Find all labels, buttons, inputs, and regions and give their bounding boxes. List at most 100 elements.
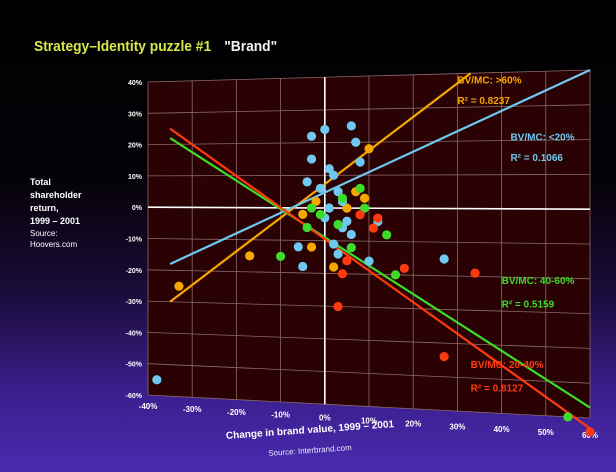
data-point bbox=[390, 270, 401, 280]
grid-line-horizontal bbox=[147, 269, 591, 280]
data-point bbox=[315, 209, 325, 220]
data-point bbox=[399, 263, 409, 273]
data-point bbox=[342, 256, 352, 266]
grid-line-horizontal bbox=[147, 139, 591, 145]
y-tick-label: 30% bbox=[128, 111, 143, 118]
series-r2-label: R² = 0.8237 bbox=[457, 96, 510, 107]
y-tick-label: -20% bbox=[126, 268, 143, 275]
y-tick-label: 0% bbox=[132, 205, 143, 212]
trend-line bbox=[169, 127, 591, 430]
data-point bbox=[333, 301, 343, 312]
grid-line-horizontal bbox=[147, 173, 591, 177]
y-axis-label-line: return, bbox=[30, 203, 59, 213]
data-point bbox=[306, 242, 317, 252]
series-name-label: BV/MC: 20-40% bbox=[471, 360, 544, 371]
data-point bbox=[439, 351, 449, 362]
grid-line-horizontal bbox=[147, 104, 591, 114]
data-point bbox=[293, 242, 303, 252]
data-point bbox=[329, 262, 339, 272]
grid-line-horizontal bbox=[147, 69, 591, 83]
data-point bbox=[333, 249, 343, 259]
data-point bbox=[306, 203, 317, 213]
data-point bbox=[174, 281, 184, 291]
data-point bbox=[333, 187, 343, 197]
data-point bbox=[298, 209, 308, 220]
grid-line-horizontal bbox=[147, 332, 591, 349]
trend-line bbox=[169, 69, 591, 265]
data-point bbox=[298, 261, 308, 272]
series-r2-label: R² = 0.5159 bbox=[502, 300, 555, 311]
grid-line-horizontal bbox=[147, 394, 591, 419]
x-tick-label: 50% bbox=[538, 428, 554, 437]
y-axis-label: Total shareholder return, 1999 – 2001 So… bbox=[30, 176, 106, 250]
y-tick-label: 10% bbox=[128, 174, 143, 181]
data-point bbox=[315, 183, 325, 193]
data-point bbox=[355, 157, 365, 167]
data-point bbox=[470, 268, 480, 278]
data-point bbox=[585, 427, 595, 437]
data-point bbox=[302, 222, 312, 233]
series-name-label: BV/MC: 40-60% bbox=[502, 276, 575, 287]
data-point bbox=[337, 193, 348, 203]
data-point bbox=[329, 170, 339, 180]
x-tick-label: 0% bbox=[319, 414, 331, 423]
y-tick-label: -60% bbox=[126, 393, 143, 400]
data-point bbox=[373, 213, 383, 223]
y-tick-label: -30% bbox=[126, 299, 143, 306]
x-tick-label: -20% bbox=[227, 408, 246, 417]
data-point bbox=[324, 203, 334, 213]
grid-line-horizontal bbox=[147, 300, 591, 314]
y-axis-label-line: Total bbox=[30, 177, 51, 187]
slide-title-quote: "Brand" bbox=[224, 38, 278, 55]
trend-line bbox=[169, 137, 591, 409]
slide-title: Strategy–Identity puzzle #1 "Brand" bbox=[34, 38, 277, 55]
data-point bbox=[311, 196, 321, 207]
y-axis-source-line: Source: bbox=[30, 229, 58, 238]
data-point bbox=[364, 256, 374, 266]
data-point bbox=[342, 216, 352, 226]
data-point bbox=[355, 210, 365, 220]
series-r2-label: R² = 0.8127 bbox=[471, 383, 524, 394]
data-point bbox=[337, 269, 348, 279]
data-point bbox=[359, 203, 370, 213]
data-point bbox=[306, 131, 317, 141]
data-point bbox=[368, 223, 379, 233]
data-point bbox=[351, 137, 361, 147]
y-tick-label: -40% bbox=[126, 330, 143, 337]
x-tick-label: 40% bbox=[494, 425, 510, 434]
x-tick-label: 30% bbox=[449, 422, 465, 431]
data-point bbox=[276, 251, 286, 261]
x-tick-label: -30% bbox=[183, 405, 202, 414]
y-tick-label: -50% bbox=[126, 362, 143, 369]
y-tick-label: 40% bbox=[128, 80, 143, 87]
data-point bbox=[346, 243, 356, 253]
data-point bbox=[359, 193, 370, 203]
data-point bbox=[346, 121, 356, 131]
y-tick-label: -10% bbox=[126, 237, 143, 244]
data-point bbox=[306, 154, 317, 164]
x-tick-label: -40% bbox=[139, 402, 158, 411]
data-point bbox=[152, 375, 162, 385]
data-point bbox=[324, 164, 334, 174]
x-tick-label: -10% bbox=[271, 411, 290, 420]
series-name-label: BV/MC: <20% bbox=[510, 133, 574, 144]
y-tick-label: 20% bbox=[128, 143, 143, 150]
slide-title-text: Strategy–Identity puzzle #1 bbox=[34, 38, 212, 55]
y-axis-label-line: shareholder bbox=[30, 190, 82, 200]
data-point bbox=[329, 239, 339, 249]
data-point bbox=[364, 144, 374, 154]
series-name-label: BV/MC: >60% bbox=[457, 76, 521, 87]
y-axis-source-line: Hoovers.com bbox=[30, 240, 78, 249]
y-axis-label-line: 1999 – 2001 bbox=[30, 216, 81, 226]
data-point bbox=[333, 219, 343, 230]
data-point bbox=[342, 203, 352, 213]
data-point bbox=[302, 177, 312, 187]
data-point bbox=[355, 183, 365, 193]
series-r2-label: R² = 0.1066 bbox=[510, 153, 563, 164]
data-point bbox=[382, 230, 392, 240]
grid-line-horizontal bbox=[147, 363, 591, 384]
x-tick-label: 20% bbox=[405, 419, 421, 428]
data-point bbox=[439, 254, 449, 264]
data-point bbox=[245, 251, 255, 261]
